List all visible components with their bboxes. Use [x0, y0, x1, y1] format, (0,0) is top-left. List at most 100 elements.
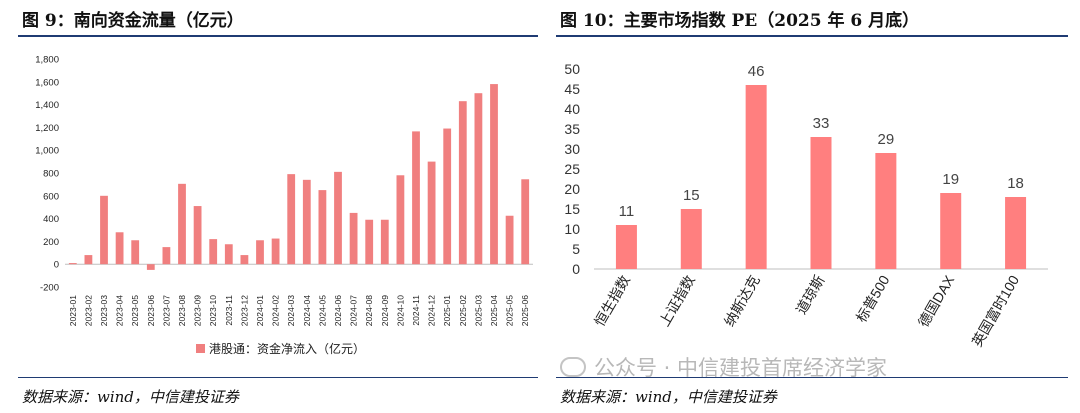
bar-2023-11	[224, 244, 233, 265]
data-label: 11	[619, 203, 635, 220]
y-tick-label: 1,800	[35, 55, 59, 66]
right-source-rule	[556, 377, 1068, 378]
index-pe-chart: 0 5 10 15 20 25 30 35 40 45 50 11 恒生指数 15 上证指数 46 纳斯达克 33…	[564, 61, 1048, 349]
bar-2024-11	[412, 131, 420, 265]
bar-2023-06	[146, 264, 155, 270]
x-tick-label: 2024-01	[255, 295, 265, 326]
x-tick-label: 2023-03	[99, 295, 109, 326]
data-label: 18	[1007, 175, 1024, 192]
x-tick-label: 恒生指数	[591, 273, 633, 329]
x-tick-label: 2023-12	[239, 295, 249, 326]
bar-2025-01	[443, 128, 452, 265]
x-tick-label: 纳斯达克	[721, 273, 763, 329]
bar-2025-02	[458, 101, 467, 265]
watermark: 公众号 · 中信建投首席经济学家	[560, 352, 887, 382]
right-chart-title: 图 10：主要市场指数 PE（2025 年 6 月底）	[560, 11, 920, 31]
x-tick-label: 2024-04	[302, 295, 312, 326]
y-tick-label: 5	[572, 241, 580, 257]
y-tick-label: 25	[564, 161, 580, 177]
x-tick-label: 德国DAX	[915, 272, 958, 330]
x-tick-label: 道琼斯	[793, 273, 828, 317]
right-source: 数据来源：wind，中信建投证券	[560, 388, 777, 406]
bar-2023-04	[115, 232, 124, 265]
y-tick-label: 40	[564, 101, 580, 117]
bar-2023-12	[240, 255, 249, 265]
left-source: 数据来源：wind，中信建投证券	[22, 388, 239, 406]
data-label: 19	[942, 171, 959, 188]
y-tick-label: 600	[43, 191, 59, 202]
bar-英国富时100	[1005, 197, 1027, 269]
x-tick-label: 2023-09	[193, 295, 203, 326]
bar-2024-08	[365, 219, 374, 265]
y-tick-label: 50	[564, 61, 580, 77]
y-tick-label: 45	[564, 81, 580, 97]
bar-2023-01	[68, 263, 77, 265]
y-tick-label: 800	[43, 169, 59, 180]
bar-上证指数	[680, 209, 702, 269]
data-label: 29	[878, 131, 895, 148]
y-tick-label: 35	[564, 121, 580, 137]
bar-2024-04	[302, 179, 311, 265]
x-tick-label: 2023-10	[208, 295, 218, 326]
y-tick-label: 1,200	[35, 123, 59, 134]
bar-2023-09	[193, 206, 202, 265]
x-tick-label: 2023-02	[83, 295, 93, 326]
y-tick-label: 20	[564, 181, 580, 197]
x-tick-label: 2024-06	[333, 295, 343, 326]
y-tick-label: 0	[572, 261, 580, 277]
bar-2023-08	[178, 183, 186, 265]
southbound-flow-chart: -200 0 200 400 600 800 1,000 1,200 1,400 1,600 1,8…	[35, 55, 533, 356]
y-tick-label: 200	[43, 237, 59, 248]
bar-2024-05	[318, 190, 327, 265]
bar-标普500	[875, 153, 897, 269]
y-tick-label: -200	[40, 283, 59, 294]
y-tick-label: 1,400	[35, 100, 59, 111]
data-label: 33	[813, 115, 830, 132]
left-title-rule	[18, 35, 538, 37]
x-tick-label: 2023-11	[224, 295, 234, 326]
bar-2024-06	[334, 171, 342, 265]
x-tick-label: 2025-06	[520, 295, 530, 326]
y-tick-label: 0	[54, 260, 59, 271]
x-tick-label: 2024-05	[317, 295, 327, 326]
bar-2025-05	[505, 215, 514, 265]
data-label: 46	[748, 63, 765, 80]
bar-2023-10	[209, 239, 218, 265]
bar-2023-07	[162, 247, 171, 265]
legend-label: 港股通：资金净流入（亿元）	[209, 341, 365, 356]
bar-2025-06	[521, 179, 530, 265]
y-tick-label: 30	[564, 141, 580, 157]
watermark-text: 公众号 · 中信建投首席经济学家	[594, 356, 888, 380]
bar-2025-03	[474, 93, 483, 265]
x-tick-label: 英国富时100	[969, 272, 1023, 349]
y-tick-label: 10	[564, 221, 580, 237]
x-tick-label: 上证指数	[656, 273, 698, 329]
bar-2024-09	[380, 219, 389, 265]
bar-道琼斯	[810, 137, 832, 269]
data-label: 15	[683, 187, 700, 204]
x-tick-label: 2023-08	[177, 295, 187, 326]
x-tick-label: 2025-04	[489, 295, 499, 326]
x-tick-label: 2024-08	[364, 295, 374, 326]
x-tick-label: 2023-04	[115, 295, 125, 326]
y-tick-label: 15	[564, 201, 580, 217]
x-tick-label: 2024-11	[411, 295, 421, 326]
bar-2024-01	[256, 240, 264, 265]
x-tick-label: 2025-02	[458, 295, 468, 326]
x-tick-label: 2024-07	[349, 295, 359, 326]
bar-纳斯达克	[745, 85, 767, 269]
x-tick-label: 2024-10	[395, 295, 405, 326]
x-tick-label: 2023-07	[161, 295, 171, 326]
wechat-icon	[560, 357, 586, 377]
x-tick-label: 2024-02	[271, 295, 281, 326]
bar-2023-05	[131, 240, 140, 265]
x-tick-label: 2024-12	[427, 295, 437, 326]
left-source-rule	[18, 377, 538, 378]
legend-swatch	[196, 344, 205, 353]
y-tick-label: 1,600	[35, 77, 59, 88]
x-tick-label: 2025-01	[442, 295, 452, 326]
bar-2024-10	[396, 175, 405, 265]
x-tick-label: 2023-05	[130, 295, 140, 326]
y-tick-label: 400	[43, 214, 59, 225]
bar-德国DAX	[940, 193, 962, 269]
